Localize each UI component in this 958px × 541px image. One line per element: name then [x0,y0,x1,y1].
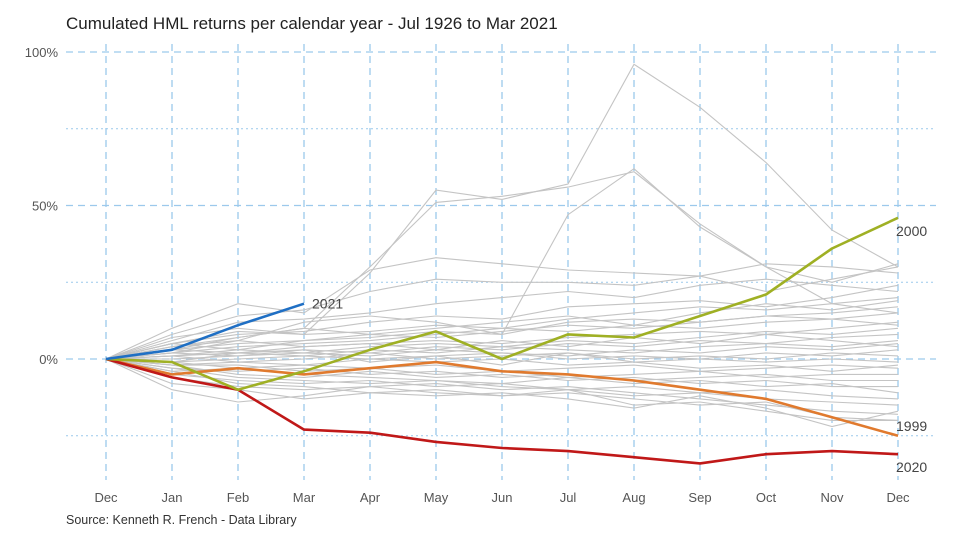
x-tick-label: Dec [94,490,118,505]
series-line-1999 [105,357,899,438]
x-tick-label: Apr [360,490,381,505]
background-series-line [105,266,899,360]
background-series-line [105,358,898,388]
grid-lines [66,44,936,480]
series-label-1999: 1999 [896,418,927,434]
background-series-line [105,284,899,360]
series-label-2000: 2000 [896,223,927,239]
y-tick-label: 100% [25,45,59,60]
background-series-line [105,278,899,360]
y-tick-label: 0% [39,352,58,367]
background-series-line [105,297,899,360]
background-series-line [105,358,899,400]
x-tick-label: Mar [293,490,316,505]
background-series-line [105,349,899,372]
x-tick-label: Oct [756,490,777,505]
series-end-labels: 2021 2000 1999 2020 [312,223,927,475]
series-label-2021: 2021 [312,296,343,312]
background-series-line [105,358,899,415]
y-tick-label: 50% [32,199,58,214]
background-series-line [105,358,898,421]
series-line-2021 [105,302,305,361]
x-tick-label: Sep [688,490,711,505]
x-tick-label: Feb [227,490,249,505]
x-tick-label: Nov [820,490,844,505]
x-tick-label: May [424,490,449,505]
background-series-line [105,315,899,360]
chart-source-note: Source: Kenneth R. French - Data Library [66,513,297,527]
x-tick-label: Jun [492,490,513,505]
x-tick-label: Jan [162,490,183,505]
series-line-2000 [105,216,899,392]
background-series-line [105,300,899,360]
axis-tick-labels: Dec Jan Feb Mar Apr May Jun Jul Aug Sep Oct Nov Dec 0… [25,45,910,505]
background-series-line [105,63,899,360]
x-tick-label: Aug [622,490,645,505]
background-series-line [105,257,899,360]
x-tick-label: Jul [560,490,577,505]
highlighted-series-lines [105,216,899,465]
series-label-2020: 2020 [896,459,927,475]
x-tick-label: Dec [886,490,910,505]
background-series-line [105,349,899,363]
background-series-line [105,358,898,382]
chart-title: Cumulated HML returns per calendar year … [66,14,558,33]
background-series-line [105,333,899,360]
